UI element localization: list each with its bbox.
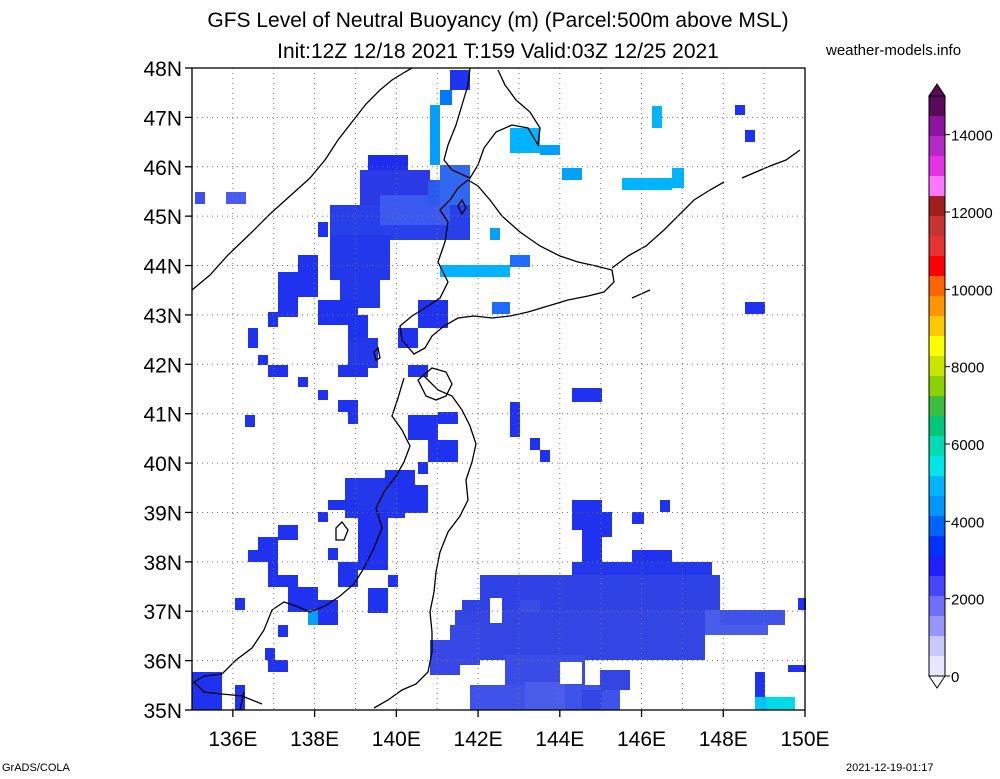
chart-title: GFS Level of Neutral Buoyancy (m) (Parce…	[207, 9, 789, 32]
colorbar-swatch	[929, 96, 945, 117]
colorbar-labels: 14000 12000 10000 8000 6000 4000 2000 0	[945, 128, 993, 686]
colorbar-swatch	[929, 136, 945, 157]
lat-label: 36N	[143, 651, 182, 674]
colorbar-swatch	[929, 176, 945, 197]
lon-label: 148E	[699, 728, 748, 751]
colorbar-swatch	[929, 276, 945, 297]
software-label: GrADS/COLA	[2, 762, 70, 774]
colorbar-swatch	[929, 416, 945, 437]
colorbar-swatch	[929, 556, 945, 577]
lat-label: 40N	[143, 453, 182, 476]
colorbar-swatch	[929, 636, 945, 657]
colorbar-swatch	[929, 376, 945, 397]
colorbar-label: 0	[951, 669, 959, 686]
colorbar-swatch	[929, 156, 945, 177]
colorbar-swatch	[929, 536, 945, 557]
colorbar-swatch	[929, 516, 945, 537]
colorbar-min-arrow	[928, 675, 946, 689]
lat-label: 46N	[143, 157, 182, 180]
colorbar-label: 8000	[951, 360, 984, 377]
lon-label: 144E	[535, 728, 584, 751]
colorbar-label: 2000	[951, 592, 984, 609]
lat-label: 39N	[143, 502, 182, 525]
colorbar-swatch	[929, 256, 945, 277]
lon-label: 150E	[780, 728, 829, 751]
colorbar-swatch	[929, 436, 945, 457]
colorbar-swatch	[929, 596, 945, 617]
colorbar	[928, 83, 946, 689]
lat-label: 35N	[143, 700, 182, 723]
chart-subtitle: Init:12Z 12/18 2021 T:159 Valid:03Z 12/2…	[277, 40, 719, 63]
colorbar-max-arrow	[928, 83, 946, 97]
lon-label: 138E	[290, 728, 339, 751]
colorbar-label: 12000	[951, 205, 993, 222]
lon-label: 140E	[372, 728, 421, 751]
colorbar-swatch	[929, 456, 945, 477]
lon-label: 146E	[617, 728, 666, 751]
colorbar-swatch	[929, 116, 945, 137]
colorbar-swatch	[929, 236, 945, 257]
lnb-field	[192, 70, 808, 710]
lat-label: 44N	[143, 256, 182, 279]
lat-label: 48N	[143, 58, 182, 81]
colorbar-swatch	[929, 656, 945, 677]
axis-ticks	[185, 67, 806, 717]
colorbar-swatch	[929, 336, 945, 357]
graticule	[192, 68, 805, 710]
lat-label: 43N	[143, 305, 182, 328]
colorbar-swatch	[929, 576, 945, 597]
colorbar-swatch	[929, 216, 945, 237]
plot-frame	[191, 67, 806, 711]
colorbar-swatch	[929, 496, 945, 517]
lat-labels: 48N 47N 46N 45N 44N 43N 42N 41N 40N 39N 38N 37N 36N 3…	[143, 58, 182, 723]
colorbar-swatch	[929, 356, 945, 377]
colorbar-swatch	[929, 616, 945, 637]
colorbar-label: 6000	[951, 437, 984, 454]
timestamp-label: 2021-12-19-01:17	[846, 762, 934, 774]
colorbar-swatch	[929, 396, 945, 417]
lon-label: 136E	[208, 728, 257, 751]
colorbar-label: 4000	[951, 514, 984, 531]
colorbar-swatch	[929, 296, 945, 317]
colorbar-label: 14000	[951, 128, 993, 145]
colorbar-swatch	[929, 316, 945, 337]
lat-label: 42N	[143, 354, 182, 377]
lat-label: 38N	[143, 552, 182, 575]
lat-label: 45N	[143, 206, 182, 229]
lat-label: 47N	[143, 107, 182, 130]
lat-label: 37N	[143, 601, 182, 624]
colorbar-swatch	[929, 196, 945, 217]
lon-label: 142E	[454, 728, 503, 751]
site-label: weather-models.info	[826, 42, 962, 59]
lon-labels: 136E 138E 140E 142E 144E 146E 148E 150E	[208, 728, 829, 751]
colorbar-swatch	[929, 476, 945, 497]
lat-label: 41N	[143, 404, 182, 427]
colorbar-label: 10000	[951, 282, 993, 299]
